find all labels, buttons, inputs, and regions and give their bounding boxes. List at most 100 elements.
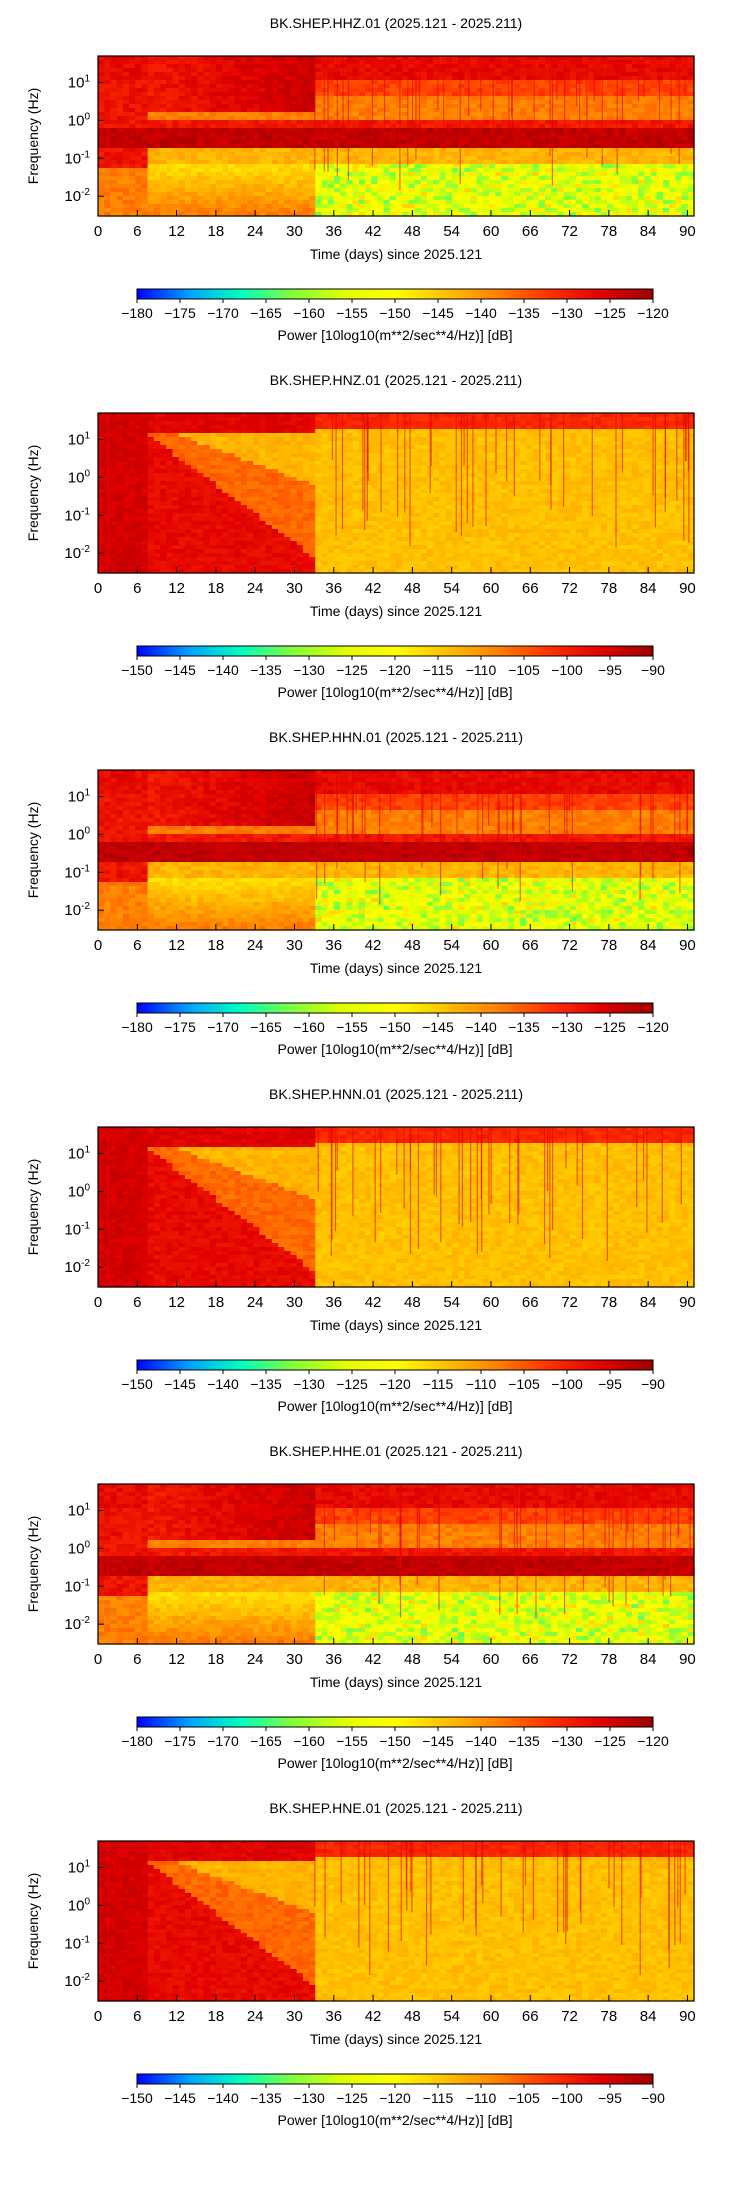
heatmap-cell [631, 60, 639, 65]
heatmap-cell [271, 136, 279, 141]
heatmap-cell [625, 144, 633, 149]
heatmap-cell [464, 68, 472, 73]
heatmap-cell [644, 104, 652, 109]
heatmap-cell [228, 212, 236, 217]
heatmap-cell [147, 208, 155, 213]
heatmap-cell [638, 164, 645, 169]
heatmap-cell [501, 148, 509, 153]
heatmap-cell [631, 168, 639, 173]
heatmap-streak [327, 56, 329, 172]
heatmap-cell [501, 84, 509, 89]
heatmap-cell [197, 457, 205, 462]
heatmap-cell [520, 172, 527, 177]
heatmap-cell [371, 112, 378, 117]
heatmap-cell [302, 176, 310, 181]
heatmap-cell [681, 176, 689, 181]
heatmap-cell [178, 196, 186, 201]
heatmap-cell [253, 200, 261, 205]
heatmap-cell [439, 164, 447, 169]
heatmap-cell [296, 144, 304, 149]
heatmap-cell [563, 200, 571, 205]
heatmap-cell [321, 212, 329, 217]
heatmap-cell [197, 441, 205, 446]
heatmap-cell [278, 116, 285, 121]
heatmap-cell [656, 200, 664, 205]
heatmap-cell [253, 549, 261, 554]
heatmap-cell [669, 140, 676, 145]
heatmap-cell [420, 160, 428, 165]
heatmap-cell [122, 188, 130, 193]
heatmap-cell [135, 521, 143, 526]
heatmap-cell [346, 168, 354, 173]
heatmap-cell [98, 413, 105, 418]
heatmap-cell [166, 561, 174, 566]
heatmap-cell [265, 116, 273, 121]
heatmap-cell [569, 196, 577, 201]
heatmap-cell [569, 112, 577, 117]
heatmap-cell [166, 84, 174, 89]
y-tick-label: 101 [68, 73, 91, 91]
heatmap-cell [631, 212, 639, 217]
colorbar-label: Power [10log10(m**2/sec**4/Hz)] [dB] [278, 327, 513, 343]
heatmap-cell [234, 461, 242, 466]
heatmap-cell [619, 156, 627, 161]
heatmap-cell [619, 148, 627, 153]
heatmap-cell [439, 96, 447, 101]
heatmap-cell [116, 120, 124, 125]
heatmap-cell [414, 124, 422, 129]
heatmap-cell [315, 128, 323, 133]
heatmap-cell [110, 417, 118, 422]
heatmap-cell [153, 156, 161, 161]
heatmap-cell [520, 152, 527, 157]
heatmap-cell [532, 164, 540, 169]
heatmap-cell [178, 144, 186, 149]
heatmap-cell [650, 72, 658, 77]
heatmap-cell [240, 204, 248, 209]
heatmap-cell [364, 108, 372, 113]
heatmap-cell [458, 76, 465, 81]
heatmap-cell [135, 541, 143, 546]
heatmap-cell [513, 176, 521, 181]
heatmap-cell [147, 521, 155, 526]
heatmap-cell [619, 128, 627, 133]
heatmap-cell [408, 180, 416, 185]
heatmap-cell [414, 200, 422, 205]
heatmap-cell [234, 144, 242, 149]
heatmap-cell [122, 100, 130, 105]
heatmap-cell [389, 76, 397, 81]
heatmap-cell [681, 144, 689, 149]
heatmap-cell [358, 164, 366, 169]
heatmap-cell [129, 433, 136, 438]
heatmap-cell [116, 537, 124, 542]
heatmap-cell [259, 152, 267, 157]
heatmap-cell [470, 184, 478, 189]
heatmap-cell [110, 96, 118, 101]
heatmap-cell [160, 124, 167, 129]
heatmap-cell [563, 204, 571, 209]
heatmap-cell [228, 152, 236, 157]
heatmap-cell [594, 128, 602, 133]
heatmap-cell [420, 212, 428, 217]
heatmap-cell [545, 68, 552, 73]
heatmap-cell [321, 164, 329, 169]
heatmap-cell [427, 168, 434, 173]
heatmap-cell [172, 136, 180, 141]
heatmap-cell [662, 160, 670, 165]
heatmap-cell [482, 56, 490, 61]
heatmap-cell [253, 485, 261, 490]
heatmap-cell [364, 152, 372, 157]
heatmap-cell [414, 116, 422, 121]
heatmap-cell [228, 549, 236, 554]
heatmap-cell [513, 160, 521, 165]
heatmap-cell [520, 164, 527, 169]
heatmap-cell [383, 204, 391, 209]
heatmap-cell [141, 108, 149, 113]
heatmap-cell [644, 76, 652, 81]
heatmap-cell [153, 184, 161, 189]
heatmap-cell [470, 180, 478, 185]
heatmap-cell [582, 72, 590, 77]
heatmap-cell [476, 60, 484, 65]
heatmap-cell [644, 164, 652, 169]
heatmap-cell [209, 477, 217, 482]
heatmap-cell [594, 132, 602, 137]
